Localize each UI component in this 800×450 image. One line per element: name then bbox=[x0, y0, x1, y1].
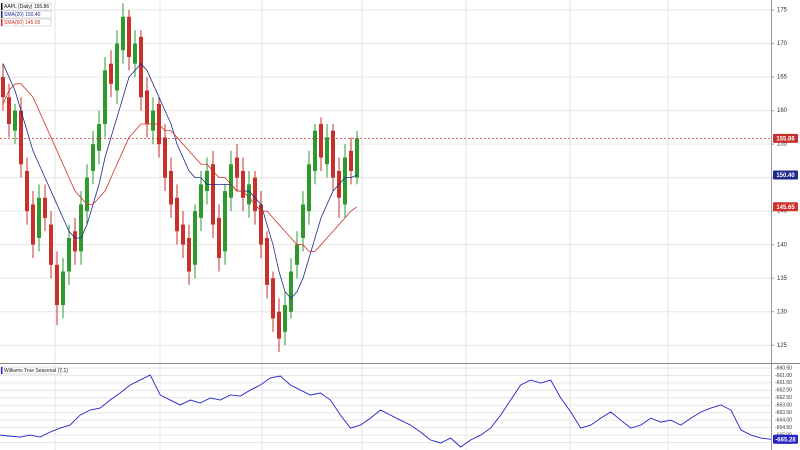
legend-swatch bbox=[1, 367, 3, 374]
candle-body bbox=[217, 217, 221, 259]
candle-body bbox=[247, 184, 251, 205]
candle-body bbox=[205, 170, 209, 192]
candle-body bbox=[115, 43, 119, 91]
candle-body bbox=[331, 130, 335, 178]
candle-body bbox=[343, 157, 347, 205]
candle-body bbox=[73, 231, 77, 252]
indicator-value-label: -665.28 bbox=[775, 437, 796, 443]
candle-body bbox=[127, 16, 131, 57]
y-tick-label: -661.00 bbox=[775, 373, 792, 379]
sma-value-label: 145.65 bbox=[776, 205, 795, 211]
candle-body bbox=[355, 138, 359, 178]
candle-body bbox=[325, 137, 329, 165]
last-price-label-box bbox=[773, 133, 798, 143]
candle-body bbox=[259, 204, 263, 245]
y-tick-label: -663.00 bbox=[775, 403, 792, 409]
y-tick-label: -663.50 bbox=[775, 410, 792, 416]
candle-body bbox=[91, 144, 95, 171]
y-tick-label: -661.50 bbox=[775, 380, 792, 386]
candle-body bbox=[199, 184, 203, 218]
candle-body bbox=[175, 197, 179, 232]
candle-body bbox=[295, 244, 299, 265]
legend-label: SMA(50) 145.65 bbox=[4, 20, 41, 26]
candle-body bbox=[187, 237, 191, 272]
sma-line bbox=[2, 83, 358, 252]
indicator-title: Williams True Seasonal (7,1) bbox=[4, 368, 68, 374]
candle-body bbox=[169, 170, 173, 205]
y-tick-label: 170 bbox=[777, 41, 788, 47]
indicator-value-label-box bbox=[773, 434, 798, 444]
indicator-line bbox=[0, 374, 772, 448]
candle-body bbox=[211, 164, 215, 225]
candle-body bbox=[163, 137, 167, 178]
candle-body bbox=[25, 170, 29, 212]
candle-body bbox=[271, 278, 275, 319]
candle-body bbox=[49, 224, 53, 265]
candle-body bbox=[229, 164, 233, 198]
sma-value-label-box bbox=[773, 170, 798, 180]
sma-value-label: 150.40 bbox=[776, 173, 795, 179]
candle-body bbox=[109, 63, 113, 84]
y-tick-label: -662.00 bbox=[775, 388, 792, 394]
candle-body bbox=[319, 124, 323, 158]
last-price-label: 155.86 bbox=[776, 136, 795, 142]
y-tick-label: 125 bbox=[777, 343, 788, 349]
candle-body bbox=[181, 224, 185, 245]
legend-label: SMA(20) 150.40 bbox=[4, 12, 41, 18]
candle-body bbox=[79, 204, 83, 252]
candle-body bbox=[61, 271, 65, 306]
y-tick-label: 165 bbox=[777, 75, 788, 81]
candle-body bbox=[85, 177, 89, 212]
candle-body bbox=[241, 170, 245, 198]
y-tick-label: 140 bbox=[777, 242, 788, 248]
candle-body bbox=[103, 70, 107, 125]
legend-swatch bbox=[1, 11, 3, 18]
candle-body bbox=[145, 90, 149, 125]
candle-body bbox=[133, 43, 137, 64]
y-tick-label: -664.00 bbox=[775, 418, 792, 424]
candle-body bbox=[19, 110, 23, 165]
candle-body bbox=[55, 264, 59, 306]
candle-body bbox=[151, 110, 155, 131]
legend-label: AAPL (Daily) 155.86 bbox=[4, 4, 49, 10]
candle-body bbox=[349, 150, 353, 171]
y-tick-label: -662.50 bbox=[775, 395, 792, 401]
y-tick-label: 130 bbox=[777, 309, 788, 315]
candle-body bbox=[313, 130, 317, 171]
candle-body bbox=[43, 197, 47, 218]
y-tick-label: -660.50 bbox=[775, 365, 792, 371]
candle-body bbox=[301, 204, 305, 238]
candle-body bbox=[277, 311, 281, 339]
y-tick-label: 135 bbox=[777, 276, 788, 282]
candle-body bbox=[307, 164, 311, 212]
candle-body bbox=[289, 271, 293, 312]
candle-body bbox=[7, 97, 11, 125]
y-tick-label: 160 bbox=[777, 108, 788, 114]
candle-body bbox=[283, 305, 287, 332]
candle-body bbox=[223, 191, 227, 252]
candle-body bbox=[37, 197, 41, 238]
candle-body bbox=[139, 36, 143, 98]
candle-body bbox=[253, 177, 257, 212]
candle-body bbox=[235, 157, 239, 178]
candle-body bbox=[121, 16, 125, 51]
sma-line bbox=[2, 63, 358, 299]
candle-body bbox=[67, 237, 71, 272]
y-tick-label: -664.50 bbox=[775, 425, 792, 431]
y-tick-label: 145 bbox=[777, 209, 788, 215]
candle-body bbox=[1, 77, 5, 98]
candle-body bbox=[13, 110, 17, 131]
sma-value-label-box bbox=[773, 202, 798, 212]
candle-body bbox=[193, 211, 197, 265]
legend-swatch bbox=[1, 3, 3, 10]
candle-body bbox=[265, 237, 269, 285]
y-tick-label: 175 bbox=[777, 8, 788, 14]
candle-body bbox=[97, 124, 101, 151]
y-tick-label: 155 bbox=[777, 142, 788, 148]
candle-body bbox=[31, 204, 35, 245]
legend-swatch bbox=[1, 19, 3, 26]
